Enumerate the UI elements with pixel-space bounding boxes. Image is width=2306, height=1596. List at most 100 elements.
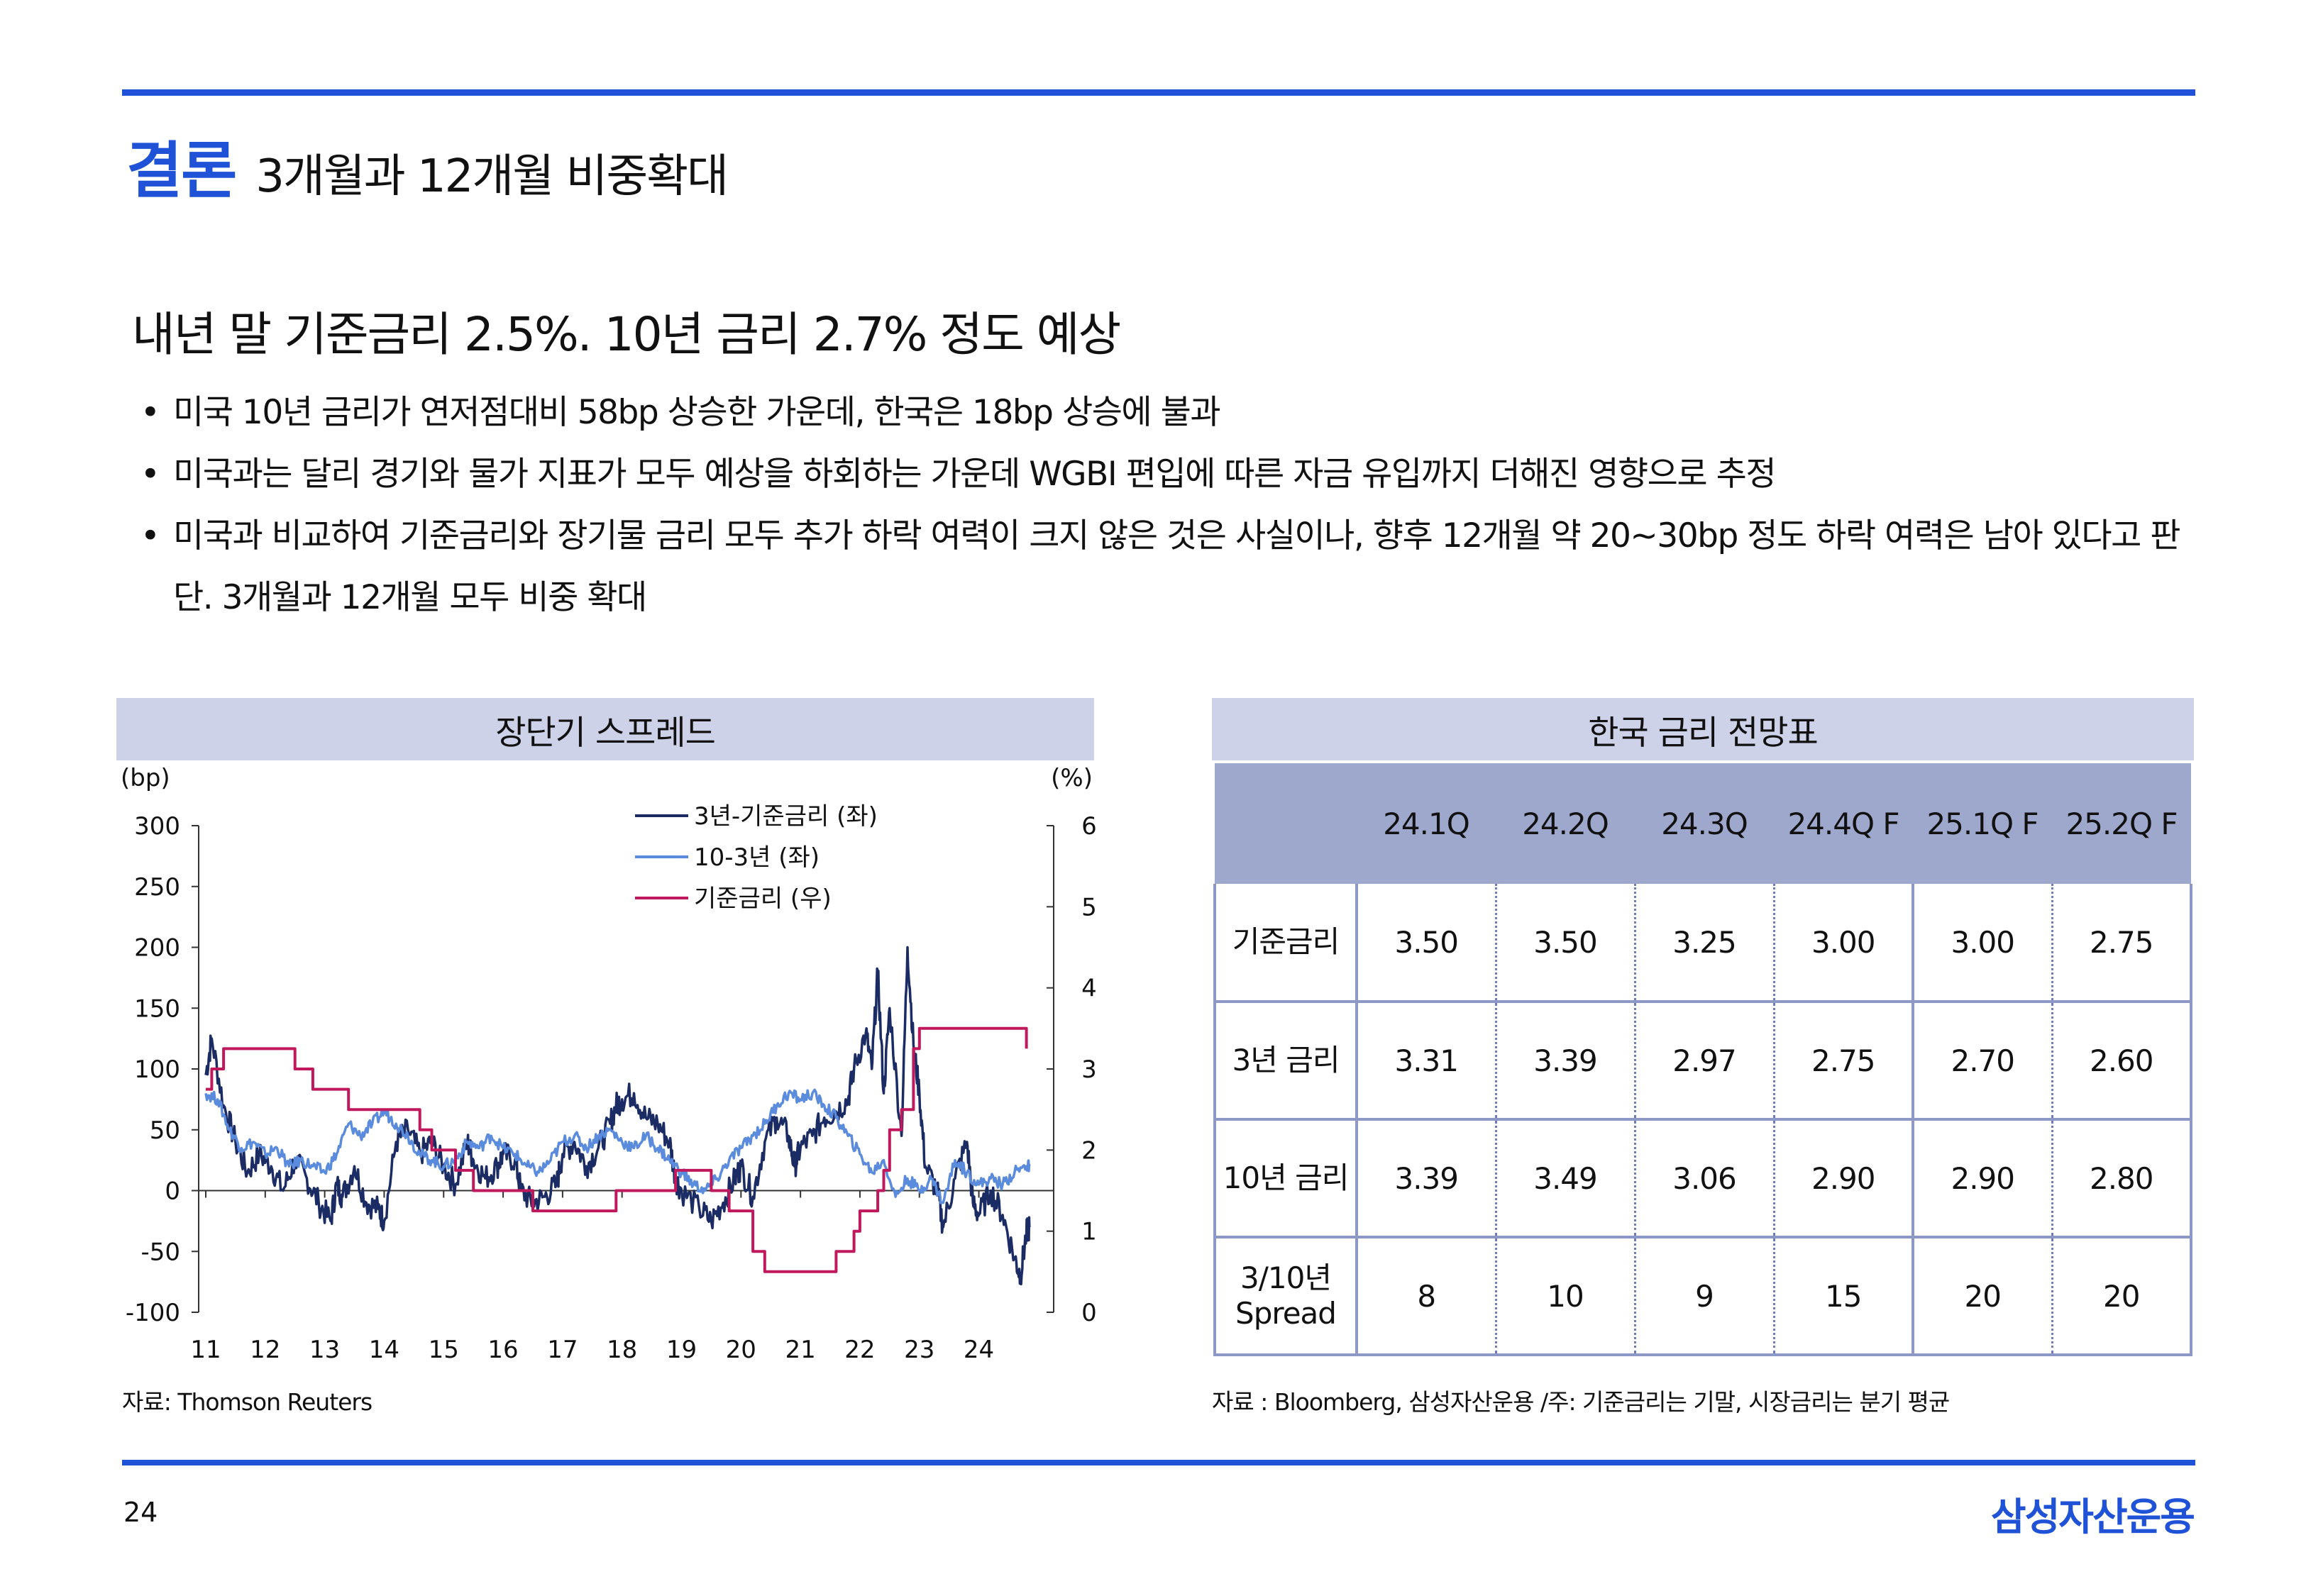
title-accent: 결론: [126, 135, 237, 206]
table-cell: 3.31: [1355, 1002, 1497, 1121]
chart-source: 자료: Thomson Reuters: [122, 1388, 373, 1416]
row-label: 3년 금리: [1213, 1002, 1358, 1121]
right-tick-label: 4: [1081, 975, 1097, 1003]
x-tick-label: 23: [904, 1336, 934, 1364]
bullet-list: 미국 10년 금리가 연저점대비 58bp 상승한 가운데, 한국은 18bp …: [140, 382, 2191, 628]
x-tick-label: 17: [547, 1336, 578, 1364]
right-tick-label: 1: [1081, 1218, 1097, 1246]
right-tick-label: 6: [1081, 812, 1097, 841]
column-header: 24.3Q: [1661, 806, 1748, 841]
table-cell: 3.50: [1355, 884, 1497, 1003]
table-header-row: 24.1Q 24.2Q 24.3Q 24.4Q F 25.1Q F 25.2Q …: [1215, 763, 2191, 884]
table-cell: 20: [1911, 1237, 2053, 1356]
title-subtitle: 3개월과 12개월 비중확대: [255, 150, 729, 203]
left-tick-label: -50: [140, 1238, 180, 1266]
x-tick-label: 22: [844, 1336, 875, 1364]
column-header: 25.2Q F: [2065, 806, 2178, 841]
x-tick-label: 18: [607, 1336, 637, 1364]
right-tick-label: 2: [1081, 1136, 1097, 1165]
table-cell: 2.97: [1635, 1002, 1775, 1121]
bullet-item: 미국과는 달리 경기와 물가 지표가 모두 예상을 하회하는 가운데 WGBI …: [140, 443, 2191, 505]
column-header: 24.4Q F: [1787, 806, 1899, 841]
right-tick-label: 5: [1081, 893, 1097, 921]
table-cell: 15: [1774, 1237, 1914, 1356]
table-cell: 20: [2052, 1237, 2192, 1356]
brand-logo-text: 삼성자산운용: [1990, 1495, 2195, 1539]
right-axis-unit: (%): [1051, 764, 1093, 792]
section-headline: 내년 말 기준금리 2.5%. 10년 금리 2.7% 정도 예상: [132, 307, 1121, 362]
row-label-text: 기준금리: [1232, 924, 1340, 959]
right-tick-label: 3: [1081, 1055, 1097, 1084]
row-label: 기준금리: [1213, 884, 1358, 1003]
table-row: 10년 금리 3.39 3.49 3.06 2.90 2.90 2.80: [1213, 1119, 2192, 1238]
table-cell: 3.06: [1635, 1119, 1775, 1238]
table-cell: 2.75: [2052, 884, 2192, 1003]
left-tick-label: 100: [134, 1055, 180, 1084]
table-cell: 3.25: [1635, 884, 1775, 1003]
left-tick-label: 250: [134, 873, 180, 902]
row-label-text: 10년 금리: [1223, 1160, 1350, 1195]
table-cell: 3.39: [1355, 1119, 1497, 1238]
right-tick-label: 0: [1081, 1299, 1097, 1327]
series-line-1: [204, 946, 1031, 1286]
left-axis-unit: (bp): [121, 764, 170, 792]
x-tick-label: 14: [369, 1336, 399, 1364]
table-panel-title: 한국 금리 전망표: [1212, 698, 2194, 760]
table-cell: 2.90: [1911, 1119, 2053, 1238]
column-header: 24.1Q: [1383, 806, 1470, 841]
table-cell: 3.50: [1496, 884, 1636, 1003]
x-tick-label: 24: [964, 1336, 994, 1364]
row-label: 10년 금리: [1213, 1119, 1358, 1238]
series-line-3: [206, 1026, 1028, 1273]
legend-label: 기준금리 (우): [694, 885, 832, 913]
table-cell: 2.70: [1911, 1002, 2053, 1121]
left-tick-label: 0: [165, 1177, 180, 1206]
row-label-text-line2: Spread: [1235, 1296, 1337, 1331]
row-label-text: 3년 금리: [1232, 1043, 1340, 1077]
x-tick-label: 15: [429, 1336, 459, 1364]
x-tick-label: 13: [309, 1336, 340, 1364]
row-label-text: 3/10년: [1240, 1260, 1332, 1295]
table-cell: 10: [1496, 1237, 1636, 1356]
table-cell: 2.80: [2052, 1119, 2192, 1238]
page-number: 24: [123, 1497, 158, 1528]
x-tick-label: 20: [726, 1336, 756, 1364]
x-tick-label: 12: [250, 1336, 280, 1364]
x-tick-label: 16: [487, 1336, 518, 1364]
legend-label: 3년-기준금리 (좌): [694, 802, 878, 831]
table-cell: 2.90: [1774, 1119, 1914, 1238]
bullet-item: 미국과 비교하여 기준금리와 장기물 금리 모두 추가 하락 여력이 크지 않은…: [140, 505, 2191, 628]
legend-label: 10-3년 (좌): [694, 843, 820, 872]
table-cell: 8: [1355, 1237, 1497, 1356]
left-tick-label: 150: [134, 994, 180, 1023]
left-tick-label: 50: [150, 1116, 180, 1145]
table-row: 기준금리 3.50 3.50 3.25 3.00 3.00 2.75: [1213, 884, 2192, 1003]
table-row: 3년 금리 3.31 3.39 2.97 2.75 2.70 2.60: [1213, 1002, 2192, 1121]
left-tick-label: 200: [134, 934, 180, 963]
series-line-2: [204, 1088, 1031, 1204]
table-row: 3/10년 Spread 8 10 9 15 20 20: [1213, 1237, 2192, 1356]
bullet-item: 미국 10년 금리가 연저점대비 58bp 상승한 가운데, 한국은 18bp …: [140, 382, 2191, 443]
left-tick-label: 300: [134, 812, 180, 841]
x-tick-label: 11: [190, 1336, 221, 1364]
table-cell: 3.39: [1496, 1002, 1636, 1121]
row-label: 3/10년 Spread: [1213, 1237, 1358, 1356]
table-cell: 2.75: [1774, 1002, 1914, 1121]
top-divider: [122, 89, 2195, 96]
table-cell: 3.00: [1774, 884, 1914, 1003]
column-header: 24.2Q: [1522, 806, 1609, 841]
table-source: 자료 : Bloomberg, 삼성자산운용 /주: 기준금리는 기말, 시장금…: [1212, 1388, 1950, 1416]
table-cell: 3.49: [1496, 1119, 1636, 1238]
rate-outlook-table: 24.1Q 24.2Q 24.3Q 24.4Q F 25.1Q F 25.2Q …: [1213, 763, 2192, 1356]
column-header: [1215, 763, 1357, 884]
x-tick-label: 21: [785, 1336, 815, 1364]
left-tick-label: -100: [126, 1299, 180, 1327]
x-tick-label: 19: [666, 1336, 697, 1364]
table-cell: 2.60: [2052, 1002, 2192, 1121]
table-cell: 3.00: [1911, 884, 2053, 1003]
page-title: 결론 3개월과 12개월 비중확대: [126, 121, 729, 206]
bottom-divider: [122, 1460, 2195, 1465]
table-cell: 9: [1635, 1237, 1775, 1356]
chart-panel-title: 장단기 스프레드: [116, 698, 1094, 760]
